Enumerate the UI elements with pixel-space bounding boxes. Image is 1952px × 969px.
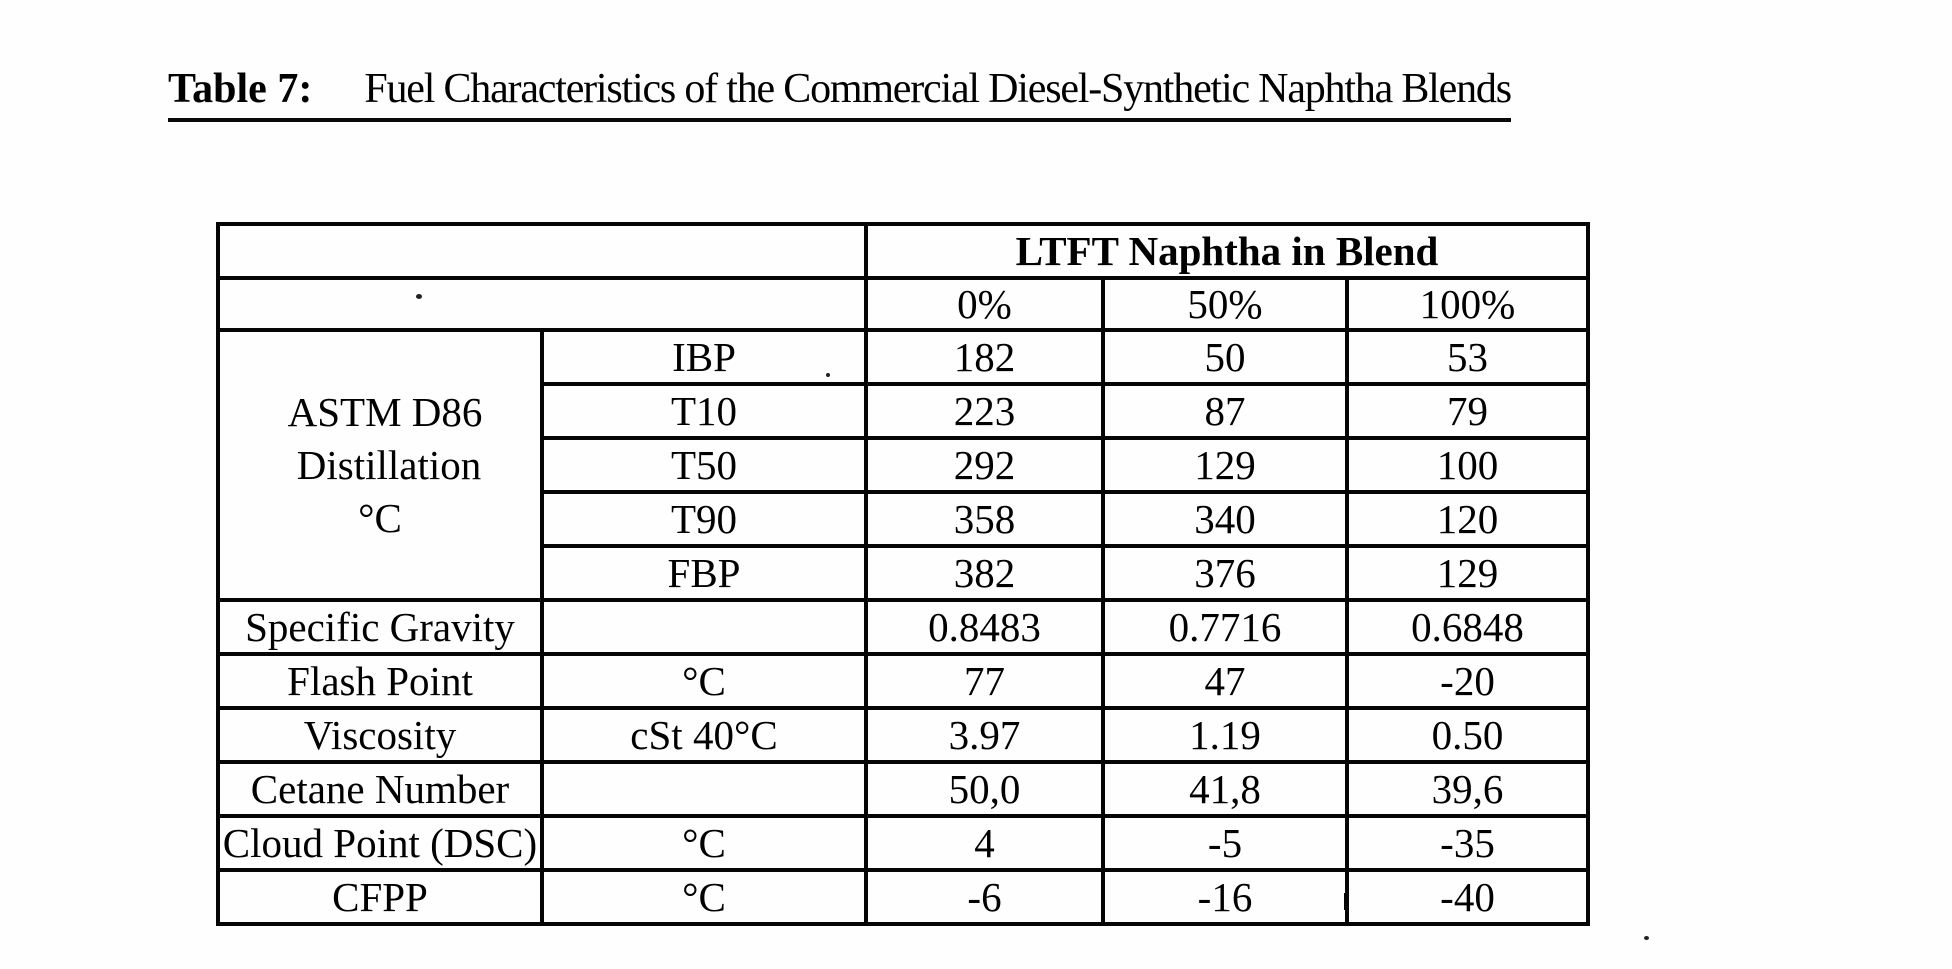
table-row-fbp: FBP 382 376 129 [218, 544, 1590, 602]
value-cp-50pct: -5 [1101, 814, 1349, 872]
scan-speck [416, 294, 422, 299]
value-visc-100pct: 0.50 [1345, 706, 1590, 764]
row-label-cetane-number: Cetane Number [216, 760, 544, 818]
value-t90-100pct: 120 [1345, 490, 1590, 548]
sub-label-ibp: IBP [540, 328, 868, 386]
table-row-t10: T10 223 87 79 [218, 382, 1590, 440]
row-label-viscosity: Viscosity [216, 706, 544, 764]
fuel-characteristics-table: LTFT Naphtha in Blend 0% 50% 100% ASTM D… [216, 222, 1590, 926]
value-sg-50pct: 0.7716 [1101, 598, 1349, 656]
value-t90-50pct: 340 [1101, 490, 1349, 548]
sub-label-fbp: FBP [540, 544, 868, 602]
table-row-specific-gravity: Specific Gravity 0.8483 0.7716 0.6848 [216, 598, 1590, 656]
table-row-cfpp: CFPP °C -6 -16 -40 [216, 868, 1590, 926]
value-ibp-100pct: 53 [1345, 328, 1590, 386]
value-ibp-50pct: 50 [1101, 328, 1349, 386]
table-row-t90: T90 358 340 120 [218, 490, 1590, 548]
value-t90-0pct: 358 [864, 490, 1105, 548]
value-visc-0pct: 3.97 [864, 706, 1105, 764]
row-label-specific-gravity: Specific Gravity [216, 598, 544, 656]
row-label-cfpp: CFPP [216, 868, 544, 926]
value-sg-100pct: 0.6848 [1345, 598, 1590, 656]
unit-viscosity: cSt 40°C [540, 706, 868, 764]
blank-region [216, 222, 868, 280]
unit-flash-point: °C [540, 652, 868, 710]
group-header-row: LTFT Naphtha in Blend [216, 222, 1590, 280]
row-label-flash-point: Flash Point [216, 652, 544, 710]
value-cfpp-0pct: -6 [864, 868, 1105, 926]
column-header-0pct: 0% [864, 276, 1105, 332]
value-fbp-0pct: 382 [864, 544, 1105, 602]
table-row-ibp: ASTM D86 Distillation °C IBP 182 50 53 [216, 328, 1590, 602]
scan-speck [1644, 936, 1649, 940]
group-header-cell: LTFT Naphtha in Blend [864, 222, 1590, 280]
value-t50-50pct: 129 [1101, 436, 1349, 494]
column-header-100pct: 100% [1345, 276, 1590, 332]
value-ibp-0pct: 182 [864, 328, 1105, 386]
value-t10-50pct: 87 [1101, 382, 1349, 440]
value-t50-0pct: 292 [864, 436, 1105, 494]
table-row-cloud-point: Cloud Point (DSC) °C 4 -5 -35 [216, 814, 1590, 872]
table-caption-text: Fuel Characteristics of the Commercial D… [364, 66, 1512, 112]
unit-cetane-number [540, 760, 868, 818]
value-fbp-100pct: 129 [1345, 544, 1590, 602]
value-cn-50pct: 41,8 [1101, 760, 1349, 818]
value-t10-100pct: 79 [1345, 382, 1590, 440]
scan-speck [826, 373, 830, 377]
value-cn-0pct: 50,0 [864, 760, 1105, 818]
value-cp-0pct: 4 [864, 814, 1105, 872]
broken-divider-tick [1344, 893, 1349, 910]
value-fp-100pct: -20 [1345, 652, 1590, 710]
table-row-t50: T50 292 129 100 [218, 436, 1590, 494]
value-t10-0pct: 223 [864, 382, 1105, 440]
distillation-label-line1: ASTM D86 [287, 388, 483, 435]
unit-cloud-point: °C [540, 814, 868, 872]
distillation-label-line3: °C [358, 494, 402, 541]
table-row-viscosity: Viscosity cSt 40°C 3.97 1.19 0.50 [216, 706, 1590, 764]
value-cfpp-50pct: -16 [1101, 868, 1349, 926]
value-visc-50pct: 1.19 [1101, 706, 1349, 764]
value-fbp-50pct: 376 [1101, 544, 1349, 602]
distillation-label-line2: Distillation [296, 441, 482, 488]
sub-label-t10: T10 [540, 382, 868, 440]
unit-specific-gravity [540, 598, 868, 656]
sub-label-t90: T90 [540, 490, 868, 548]
value-cfpp-100pct: -40 [1345, 868, 1590, 926]
value-sg-0pct: 0.8483 [864, 598, 1105, 656]
value-fp-0pct: 77 [864, 652, 1105, 710]
table-row-cetane-number: Cetane Number 50,0 41,8 39,6 [216, 760, 1590, 818]
unit-cfpp: °C [540, 868, 868, 926]
table-row-flash-point: Flash Point °C 77 47 -20 [216, 652, 1590, 710]
column-header-50pct: 50% [1101, 276, 1349, 332]
value-cp-100pct: -35 [1345, 814, 1590, 872]
value-t50-100pct: 100 [1345, 436, 1590, 494]
table-caption: Table 7: Fuel Characteristics of the Comm… [168, 66, 1512, 122]
table-caption-number: Table 7: [168, 66, 313, 112]
column-header-row: 0% 50% 100% [216, 276, 1590, 332]
value-cn-100pct: 39,6 [1345, 760, 1590, 818]
blank-region [216, 276, 868, 332]
row-label-cloud-point: Cloud Point (DSC) [216, 814, 544, 872]
distillation-label-cell: ASTM D86 Distillation °C [216, 328, 544, 602]
value-fp-50pct: 47 [1101, 652, 1349, 710]
sub-label-t50: T50 [540, 436, 868, 494]
